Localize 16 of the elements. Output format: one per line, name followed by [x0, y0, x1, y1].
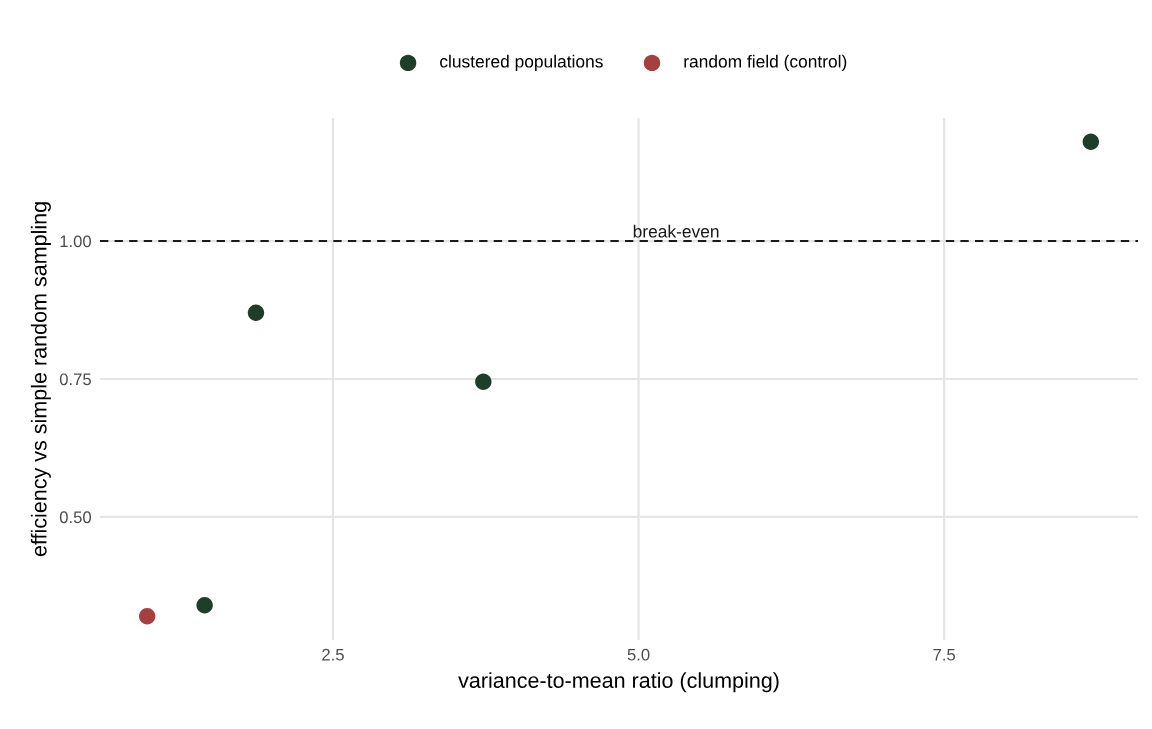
x-axis-title: variance-to-mean ratio (clumping): [458, 672, 779, 693]
x-tick-label: 2.5: [322, 648, 344, 661]
y-axis-title: efficiency vs simple random sampling: [30, 202, 51, 557]
y-tick-label: 0.75: [59, 373, 91, 386]
point: [475, 373, 492, 390]
legend-label: random field (control): [684, 54, 847, 72]
x-tick-label: 5.0: [627, 648, 650, 661]
point: [138, 608, 156, 625]
legend-label: clustered populations: [440, 54, 603, 72]
y-tick-label: 0.50: [59, 511, 92, 524]
point: [196, 597, 213, 614]
ref-line-label: break-even: [633, 224, 719, 238]
point: [247, 304, 265, 321]
y-tick-label: 1.00: [60, 235, 92, 248]
x-tick-label: 7.5: [933, 648, 956, 661]
point: [1082, 133, 1100, 150]
